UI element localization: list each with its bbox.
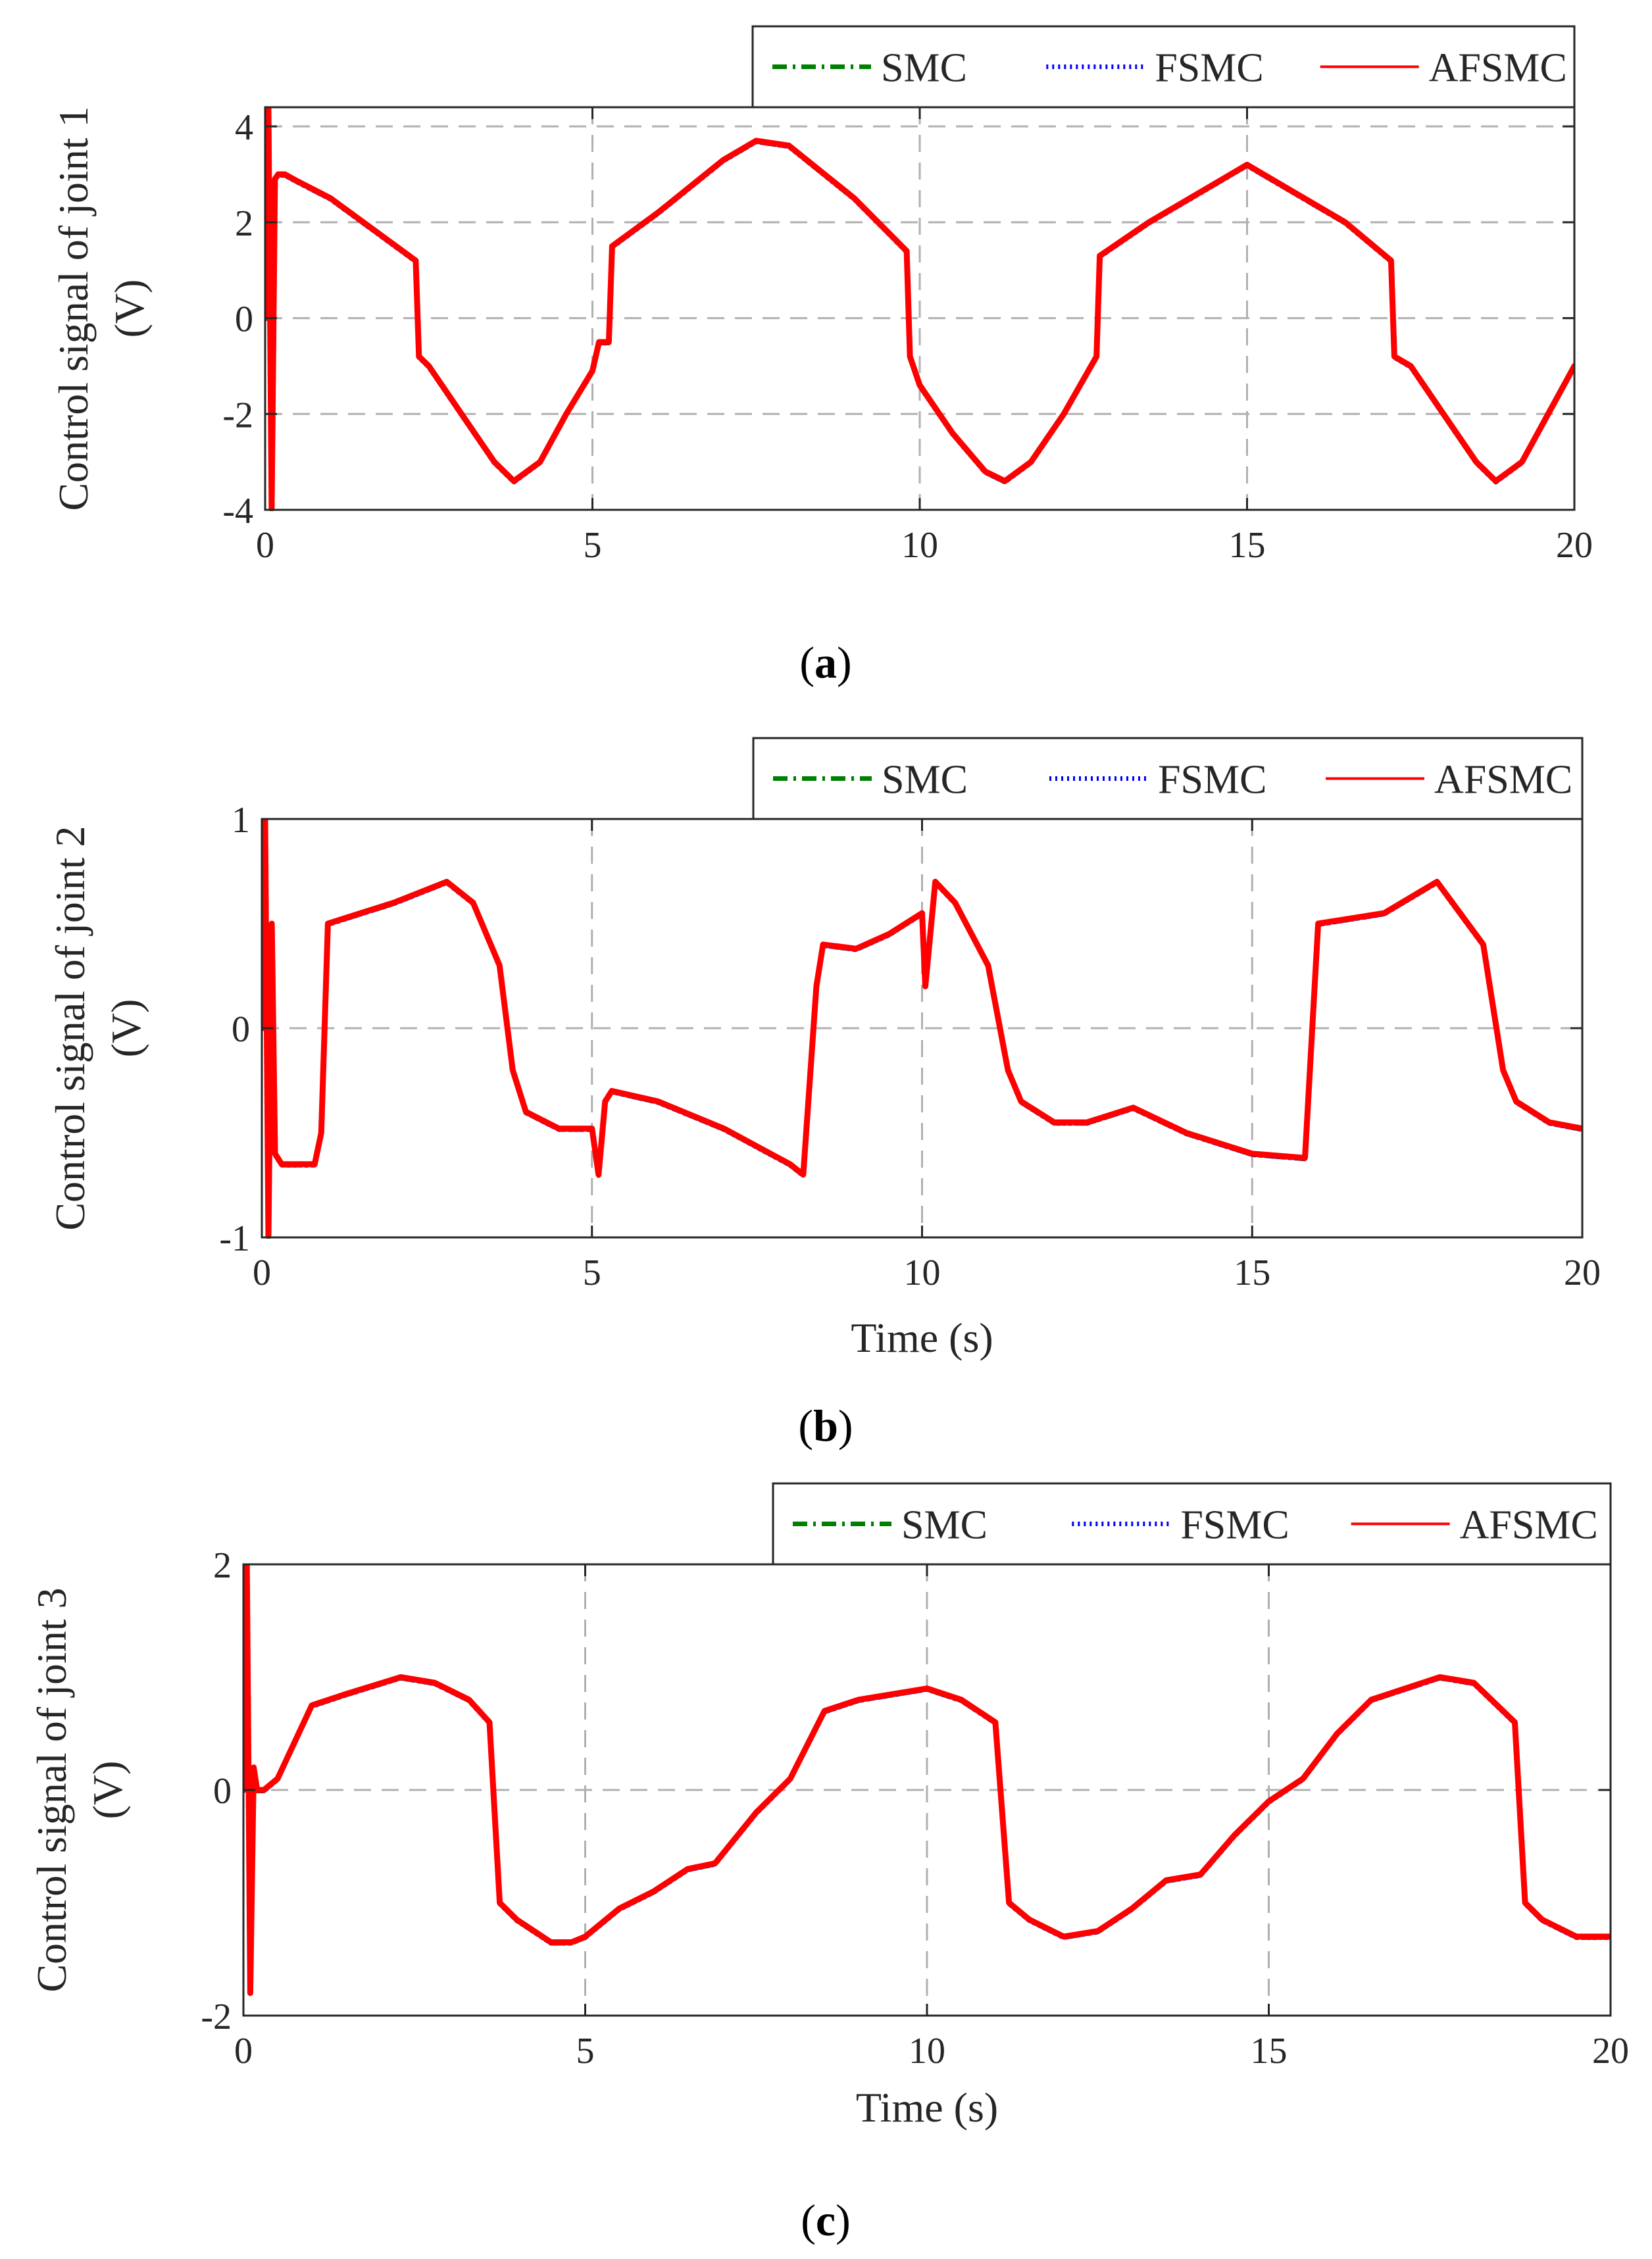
x-tick-label: 15 — [1229, 525, 1266, 566]
x-tick-label: 10 — [901, 525, 938, 566]
y-axis-unit-label: (V) — [84, 1761, 131, 1820]
caption-open-paren: ( — [798, 1401, 813, 1451]
caption-close-paren: ) — [836, 2195, 851, 2245]
caption-letter: c — [816, 2195, 836, 2245]
x-tick-label: 5 — [576, 2031, 595, 2072]
y-tick-label: 0 — [213, 1771, 232, 1812]
y-axis-unit-label: (V) — [103, 999, 149, 1058]
panel-caption: (a) — [799, 637, 851, 687]
legend-label-afsmc: AFSMC — [1434, 758, 1572, 803]
y-axis-label: Control signal of joint 2 — [47, 826, 93, 1230]
x-tick-label: 0 — [256, 525, 274, 566]
panel-a: 0 5 10 15 20 -4 -2 0 2 4 Control signal of joint 1… — [50, 25, 1593, 687]
x-tick-label: 20 — [1592, 2031, 1629, 2072]
y-tick-label: 0 — [235, 299, 253, 340]
caption-letter: a — [814, 637, 837, 687]
legend-box — [752, 737, 1584, 820]
x-tick-label: 10 — [909, 2031, 945, 2072]
y-tick-label: 2 — [235, 203, 253, 244]
legend-label-fsmc: FSMC — [1158, 758, 1266, 803]
y-tick-label: 4 — [235, 107, 253, 148]
x-tick-label: 20 — [1556, 525, 1593, 566]
x-axis-label: Time (s) — [856, 2084, 998, 2131]
legend: SMC FSMC AFSMC — [751, 25, 1576, 109]
caption-open-paren: ( — [799, 637, 814, 687]
x-tick-label: 0 — [234, 2031, 253, 2072]
caption-close-paren: ) — [837, 637, 852, 687]
legend-label-afsmc: AFSMC — [1460, 1503, 1598, 1548]
y-tick-label: 1 — [232, 800, 250, 841]
panel-caption: (b) — [798, 1401, 853, 1451]
x-tick-label: 15 — [1234, 1253, 1270, 1293]
legend: SMC FSMC AFSMC — [772, 1482, 1612, 1566]
x-tick-label: 0 — [253, 1253, 271, 1293]
legend-label-smc: SMC — [901, 1503, 988, 1548]
legend-label-smc: SMC — [882, 758, 968, 803]
y-tick-label: -1 — [219, 1218, 250, 1259]
x-tick-label: 15 — [1251, 2031, 1288, 2072]
legend-label-fsmc: FSMC — [1180, 1503, 1289, 1548]
y-tick-label: 2 — [213, 1545, 232, 1586]
y-tick-label: 0 — [232, 1009, 250, 1050]
legend: SMC FSMC AFSMC — [752, 737, 1584, 820]
y-tick-label: -2 — [201, 1997, 232, 2037]
caption-close-paren: ) — [838, 1401, 853, 1451]
series-line-afsmc — [262, 819, 1582, 1237]
y-axis-label: Control signal of joint 3 — [28, 1587, 75, 1992]
panel-caption: (c) — [801, 2195, 851, 2245]
legend-label-afsmc: AFSMC — [1429, 46, 1567, 91]
x-tick-label: 5 — [583, 1253, 601, 1293]
caption-letter: b — [813, 1401, 838, 1451]
y-tick-label: -4 — [222, 491, 253, 532]
legend-label-fsmc: FSMC — [1155, 46, 1263, 91]
x-tick-label: 20 — [1564, 1253, 1601, 1293]
x-tick-label: 5 — [584, 525, 602, 566]
series-line-afsmc — [243, 1564, 1611, 1997]
y-tick-label: -2 — [222, 395, 253, 435]
x-axis-label: Time (s) — [851, 1314, 993, 1361]
x-tick-label: 10 — [904, 1253, 941, 1293]
series-line-afsmc — [265, 107, 1574, 510]
y-axis-label: Control signal of joint 1 — [50, 106, 97, 510]
caption-open-paren: ( — [801, 2195, 816, 2245]
legend-label-smc: SMC — [881, 46, 967, 91]
y-axis-unit-label: (V) — [106, 280, 153, 338]
legend-box — [751, 25, 1576, 109]
legend-box — [772, 1482, 1612, 1566]
